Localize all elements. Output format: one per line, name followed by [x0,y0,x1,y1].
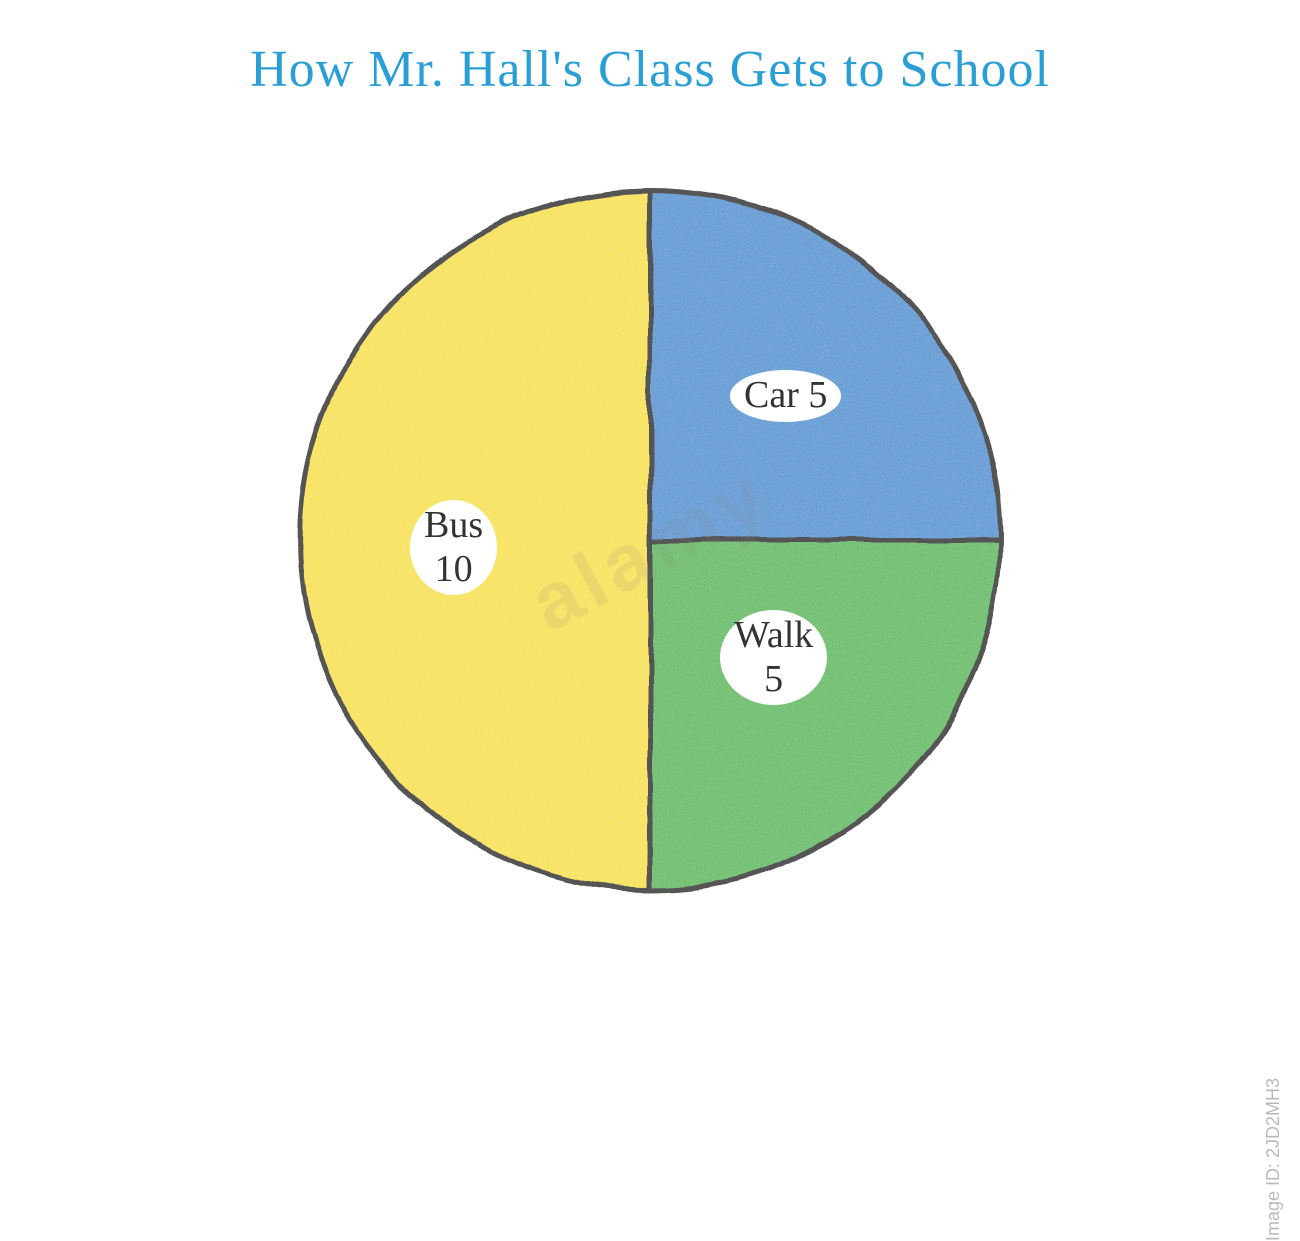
slice-label-1: Car 5 [730,370,841,422]
image-id-text: Image ID: 2JD2MH3 [1263,1078,1284,1241]
pie-chart: Bus 10 Car 5 Walk 5 [290,180,1010,900]
chart-title: How Mr. Hall's Class Gets to School [0,40,1300,99]
pie-slice-1 [650,190,1000,540]
pie-svg [290,180,1010,900]
slice-label-2: Walk 5 [720,610,827,705]
slice-label-0: Bus 10 [410,500,497,595]
pie-slice-2 [650,540,1000,890]
